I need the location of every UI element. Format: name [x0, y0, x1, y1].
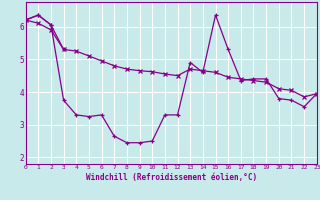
- X-axis label: Windchill (Refroidissement éolien,°C): Windchill (Refroidissement éolien,°C): [86, 173, 257, 182]
